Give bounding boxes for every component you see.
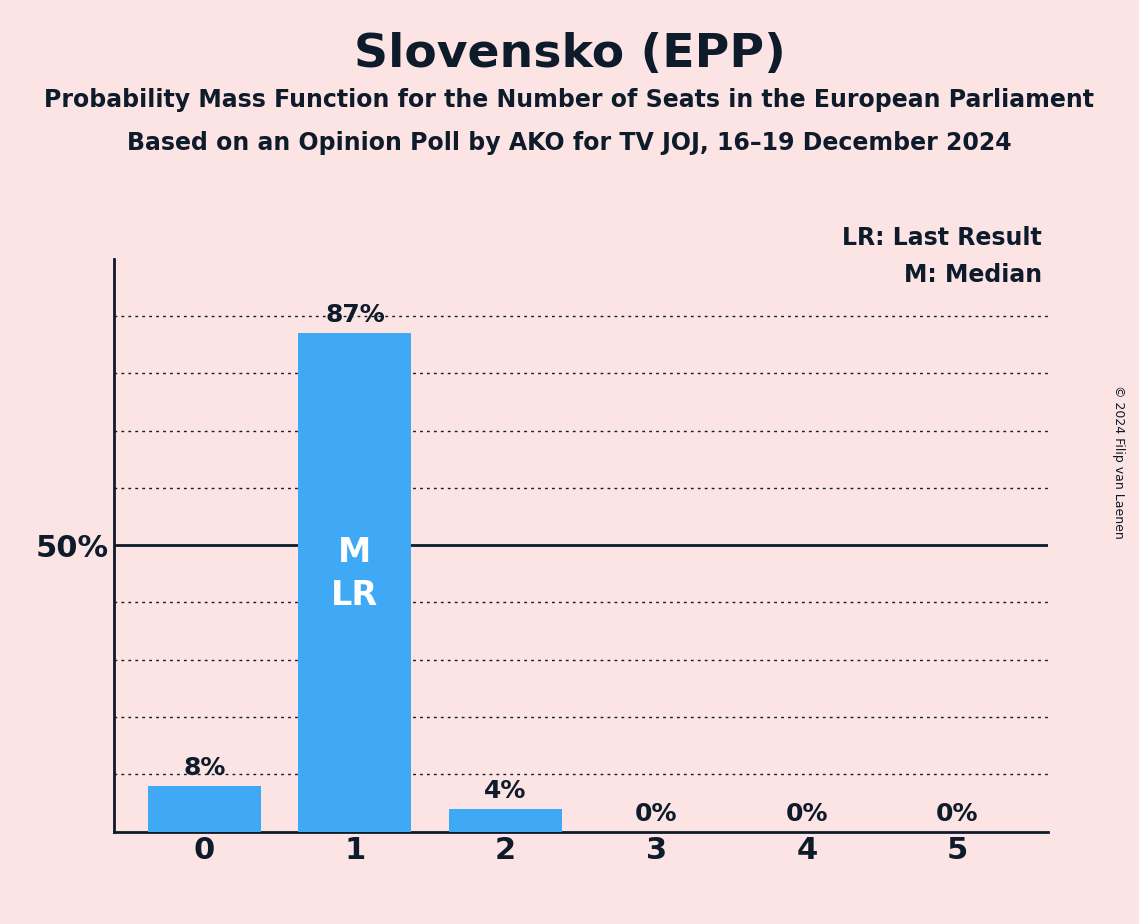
Text: © 2024 Filip van Laenen: © 2024 Filip van Laenen — [1112, 385, 1125, 539]
Bar — [449, 808, 562, 832]
Text: 0%: 0% — [936, 802, 978, 826]
Text: Based on an Opinion Poll by AKO for TV JOJ, 16–19 December 2024: Based on an Opinion Poll by AKO for TV J… — [128, 131, 1011, 155]
Text: M: Median: M: Median — [904, 263, 1042, 287]
Text: 87%: 87% — [325, 303, 385, 327]
Text: 8%: 8% — [183, 756, 226, 780]
Text: 4%: 4% — [484, 779, 526, 803]
Text: LR: Last Result: LR: Last Result — [843, 226, 1042, 250]
Text: Slovensko (EPP): Slovensko (EPP) — [353, 32, 786, 78]
Text: M
LR: M LR — [331, 536, 378, 612]
Bar — [298, 334, 411, 832]
Bar — [148, 785, 261, 832]
Text: Probability Mass Function for the Number of Seats in the European Parliament: Probability Mass Function for the Number… — [44, 88, 1095, 112]
Text: 0%: 0% — [786, 802, 828, 826]
Text: 0%: 0% — [634, 802, 678, 826]
